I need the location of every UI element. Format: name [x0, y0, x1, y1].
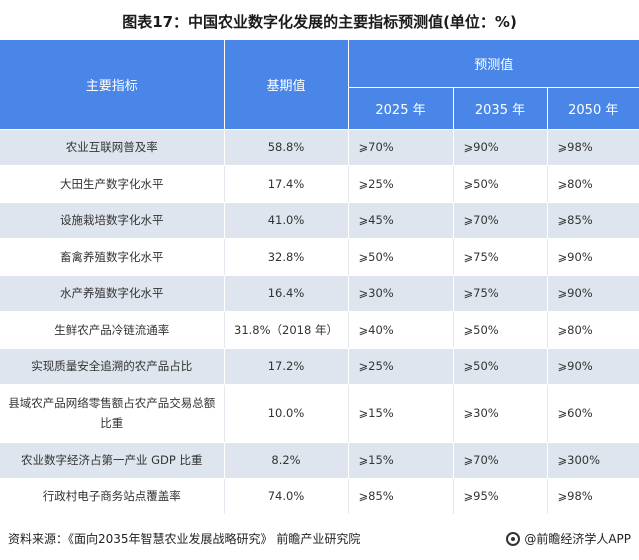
table-row: 水产养殖数字化水平 16.4% ⩾30% ⩾75% ⩾90% [0, 275, 639, 312]
forecast-2050-cell: ⩾85% [547, 202, 639, 239]
table-row: 实现质量安全追溯的农产品占比 17.2% ⩾25% ⩾50% ⩾90% [0, 348, 639, 385]
brand-label: @前瞻经济学人APP [524, 532, 631, 546]
forecast-2035-cell: ⩾75% [453, 275, 548, 312]
forecast-2035-cell: ⩾70% [453, 202, 548, 239]
forecast-2050-cell: ⩾80% [547, 311, 639, 349]
forecast-2050-cell: ⩾300% [547, 442, 639, 479]
indicator-table-container: 主要指标 基期值 预测值 2025 年 2035 年 2050 年 农业互联网普… [0, 40, 639, 515]
table-row: 行政村电子商务站点覆盖率 74.0% ⩾85% ⩾95% ⩾98% [0, 478, 639, 515]
header-base: 基期值 [224, 40, 349, 130]
brand-credit: @前瞻经济学人APP [506, 526, 631, 552]
forecast-2035-cell: ⩾30% [453, 384, 548, 443]
table-row: 设施栽培数字化水平 41.0% ⩾45% ⩾70% ⩾85% [0, 202, 639, 239]
table-row: 生鲜农产品冷链流通率 31.8%（2018 年） ⩾40% ⩾50% ⩾80% [0, 311, 639, 349]
forecast-2025-cell: ⩾15% [348, 442, 454, 479]
header-year-2025: 2025 年 [348, 87, 454, 130]
forecast-2025-cell: ⩾30% [348, 275, 454, 312]
table-row: 县域农产品网络零售额占农产品交易总额比重 10.0% ⩾15% ⩾30% ⩾60… [0, 384, 639, 443]
table-row: 大田生产数字化水平 17.4% ⩾25% ⩾50% ⩾80% [0, 165, 639, 203]
forecast-2035-cell: ⩾50% [453, 311, 548, 349]
indicator-cell: 行政村电子商务站点覆盖率 [0, 478, 225, 515]
source-note: 资料来源：《面向2035年智慧农业发展战略研究》 前瞻产业研究院 [8, 532, 361, 546]
indicator-cell: 大田生产数字化水平 [0, 165, 225, 203]
table-row: 农业数字经济占第一产业 GDP 比重 8.2% ⩾15% ⩾70% ⩾300% [0, 442, 639, 479]
forecast-2025-cell: ⩾50% [348, 238, 454, 276]
indicator-cell: 县域农产品网络零售额占农产品交易总额比重 [0, 384, 225, 443]
base-cell: 8.2% [224, 442, 349, 479]
forecast-2025-cell: ⩾70% [348, 129, 454, 166]
indicator-cell: 畜禽养殖数字化水平 [0, 238, 225, 276]
indicator-cell: 实现质量安全追溯的农产品占比 [0, 348, 225, 385]
indicator-cell: 生鲜农产品冷链流通率 [0, 311, 225, 349]
header-indicator: 主要指标 [0, 40, 225, 130]
header-forecast: 预测值 [348, 40, 639, 88]
forecast-2035-cell: ⩾90% [453, 129, 548, 166]
indicator-table: 主要指标 基期值 预测值 2025 年 2035 年 2050 年 农业互联网普… [0, 40, 639, 515]
base-cell: 32.8% [224, 238, 349, 276]
forecast-2025-cell: ⩾25% [348, 348, 454, 385]
forecast-2050-cell: ⩾90% [547, 275, 639, 312]
base-cell: 74.0% [224, 478, 349, 515]
indicator-cell: 农业数字经济占第一产业 GDP 比重 [0, 442, 225, 479]
forecast-2025-cell: ⩾40% [348, 311, 454, 349]
forecast-2025-cell: ⩾85% [348, 478, 454, 515]
indicator-cell: 设施栽培数字化水平 [0, 202, 225, 239]
base-cell: 17.4% [224, 165, 349, 203]
forecast-2050-cell: ⩾90% [547, 348, 639, 385]
brand-logo-icon [506, 532, 521, 546]
indicator-cell: 水产养殖数字化水平 [0, 275, 225, 312]
base-cell: 16.4% [224, 275, 349, 312]
footer: 资料来源：《面向2035年智慧农业发展战略研究》 前瞻产业研究院 @前瞻经济学人… [0, 526, 639, 552]
forecast-2050-cell: ⩾98% [547, 478, 639, 515]
forecast-2050-cell: ⩾90% [547, 238, 639, 276]
forecast-2050-cell: ⩾98% [547, 129, 639, 166]
header-year-2050: 2050 年 [547, 87, 639, 130]
table-row: 农业互联网普及率 58.8% ⩾70% ⩾90% ⩾98% [0, 129, 639, 166]
forecast-2050-cell: ⩾60% [547, 384, 639, 443]
indicator-cell: 农业互联网普及率 [0, 129, 225, 166]
forecast-2035-cell: ⩾50% [453, 165, 548, 203]
forecast-2025-cell: ⩾25% [348, 165, 454, 203]
forecast-2025-cell: ⩾45% [348, 202, 454, 239]
forecast-2035-cell: ⩾75% [453, 238, 548, 276]
header-year-2035: 2035 年 [453, 87, 548, 130]
forecast-2035-cell: ⩾50% [453, 348, 548, 385]
base-cell: 41.0% [224, 202, 349, 239]
forecast-2035-cell: ⩾70% [453, 442, 548, 479]
base-cell: 10.0% [224, 384, 349, 443]
chart-title: 图表17：中国农业数字化发展的主要指标预测值(单位：%) [122, 13, 517, 31]
table-row: 畜禽养殖数字化水平 32.8% ⩾50% ⩾75% ⩾90% [0, 238, 639, 276]
forecast-2035-cell: ⩾95% [453, 478, 548, 515]
base-cell: 17.2% [224, 348, 349, 385]
forecast-2050-cell: ⩾80% [547, 165, 639, 203]
forecast-2025-cell: ⩾15% [348, 384, 454, 443]
base-cell: 31.8%（2018 年） [224, 311, 349, 349]
base-cell: 58.8% [224, 129, 349, 166]
